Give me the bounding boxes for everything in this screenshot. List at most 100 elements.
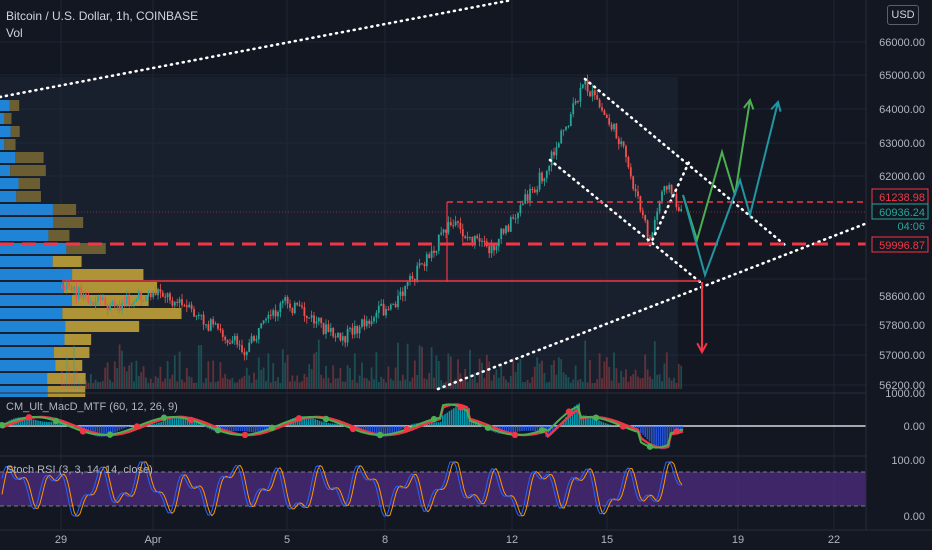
candle-body bbox=[212, 319, 215, 325]
volume-bar bbox=[591, 382, 594, 389]
profile-bar-blue bbox=[0, 360, 56, 371]
candle-body bbox=[466, 236, 469, 239]
volume-bar bbox=[334, 378, 337, 389]
macd-histogram-bar bbox=[87, 426, 90, 433]
macd-histogram-bar bbox=[382, 426, 385, 437]
macd-histogram-bar bbox=[367, 426, 369, 433]
candle-body bbox=[248, 342, 251, 352]
volume-bar bbox=[385, 382, 387, 389]
volume-bar bbox=[605, 357, 608, 389]
macd-histogram-bar bbox=[41, 421, 44, 426]
macd-histogram-bar bbox=[525, 426, 528, 431]
candle-body bbox=[70, 287, 73, 291]
volume-bar bbox=[99, 381, 102, 389]
profile-bar-yellow bbox=[53, 217, 84, 228]
macd-histogram-bar bbox=[681, 426, 684, 429]
candle-body bbox=[337, 332, 339, 338]
macd-histogram-bar bbox=[107, 426, 110, 436]
macd-histogram-bar bbox=[153, 423, 156, 426]
volume-bar bbox=[495, 369, 498, 389]
channel-mid bbox=[548, 158, 702, 284]
macd-histogram-bar bbox=[197, 422, 200, 426]
time-axis[interactable]: 29 Apr 5 8 12 15 19 22 bbox=[0, 529, 932, 546]
candle-body bbox=[253, 336, 255, 341]
volume-bar bbox=[437, 360, 440, 389]
volume-bar bbox=[145, 377, 147, 389]
candle-body bbox=[229, 342, 231, 344]
profile-bar-blue bbox=[0, 230, 49, 241]
macd-cross-dot bbox=[241, 431, 249, 439]
macd-histogram-bar bbox=[512, 426, 514, 433]
volume-bar bbox=[567, 377, 570, 389]
candle-body bbox=[349, 327, 351, 329]
macd-histogram-bar bbox=[446, 412, 448, 426]
macd-histogram-bar bbox=[400, 426, 402, 430]
macd-histogram-bar bbox=[26, 417, 28, 426]
profile-bar-blue bbox=[0, 282, 65, 293]
candle-body bbox=[289, 303, 291, 308]
candle-body bbox=[488, 246, 491, 254]
volume-bar bbox=[401, 374, 404, 389]
profile-bar-blue bbox=[0, 126, 11, 137]
volume-bar bbox=[277, 377, 279, 389]
volume-bar bbox=[305, 377, 308, 389]
stoch-tick: 0.00 bbox=[904, 511, 925, 523]
volume-bar bbox=[608, 366, 611, 389]
currency-button[interactable]: USD bbox=[887, 5, 919, 25]
candle-body bbox=[478, 238, 481, 242]
candle-body bbox=[346, 328, 349, 343]
profile-bar-yellow bbox=[10, 165, 46, 176]
candle-body bbox=[329, 327, 332, 332]
candle-body bbox=[281, 301, 284, 304]
macd-histogram-bar bbox=[246, 426, 248, 432]
volume-bar bbox=[430, 347, 433, 389]
drawings[interactable] bbox=[0, 0, 932, 391]
candle-body bbox=[296, 302, 299, 305]
candle-body bbox=[241, 345, 243, 353]
volume-bar bbox=[171, 374, 174, 389]
volume-bar bbox=[181, 379, 183, 389]
macd-histogram-bar bbox=[230, 426, 233, 432]
candle-body bbox=[301, 305, 303, 308]
macd-cross-dot bbox=[646, 443, 654, 450]
macd-histogram-bar bbox=[83, 426, 85, 431]
volume-bar bbox=[485, 354, 488, 389]
macd-histogram-bar bbox=[402, 426, 404, 429]
volume-bar bbox=[85, 380, 87, 389]
volume-bar bbox=[310, 369, 313, 389]
candle-body bbox=[555, 147, 558, 156]
candle-body bbox=[85, 294, 87, 297]
macd-histogram-bar bbox=[239, 426, 242, 431]
candle-body bbox=[154, 291, 157, 296]
macd-histogram-bar bbox=[662, 426, 664, 450]
candle-body bbox=[399, 291, 402, 296]
candle-body bbox=[375, 312, 378, 318]
macd-histogram-bar bbox=[325, 422, 327, 426]
candle-body bbox=[245, 351, 248, 356]
volume-bar bbox=[488, 361, 491, 389]
volume-bar bbox=[286, 354, 289, 389]
candle-body bbox=[538, 172, 541, 190]
candle-body bbox=[457, 221, 459, 223]
candle-body bbox=[159, 289, 162, 293]
volume-bar bbox=[82, 379, 85, 389]
candle-body bbox=[514, 218, 517, 220]
green-projection-arrow-head bbox=[743, 97, 755, 110]
candle-body bbox=[584, 79, 587, 85]
price-axis[interactable]: 66000.00 65000.00 64000.00 63000.00 62000.00… bbox=[865, 0, 932, 530]
price-label-box bbox=[871, 203, 929, 220]
macd-histogram-bar bbox=[607, 423, 609, 426]
candle-body bbox=[401, 291, 404, 296]
macd-histogram-bar bbox=[664, 426, 666, 450]
candle-body bbox=[75, 286, 78, 299]
volume-bar bbox=[298, 382, 301, 389]
macd-tick: 1000.00 bbox=[885, 388, 925, 400]
macd-histogram-bar bbox=[30, 418, 33, 426]
candle-body bbox=[221, 330, 224, 337]
macd-histogram-bar bbox=[457, 406, 459, 426]
volume-bar bbox=[229, 379, 231, 389]
candle-body bbox=[507, 225, 510, 232]
volume-bar bbox=[586, 382, 589, 389]
candle-body bbox=[365, 320, 368, 327]
